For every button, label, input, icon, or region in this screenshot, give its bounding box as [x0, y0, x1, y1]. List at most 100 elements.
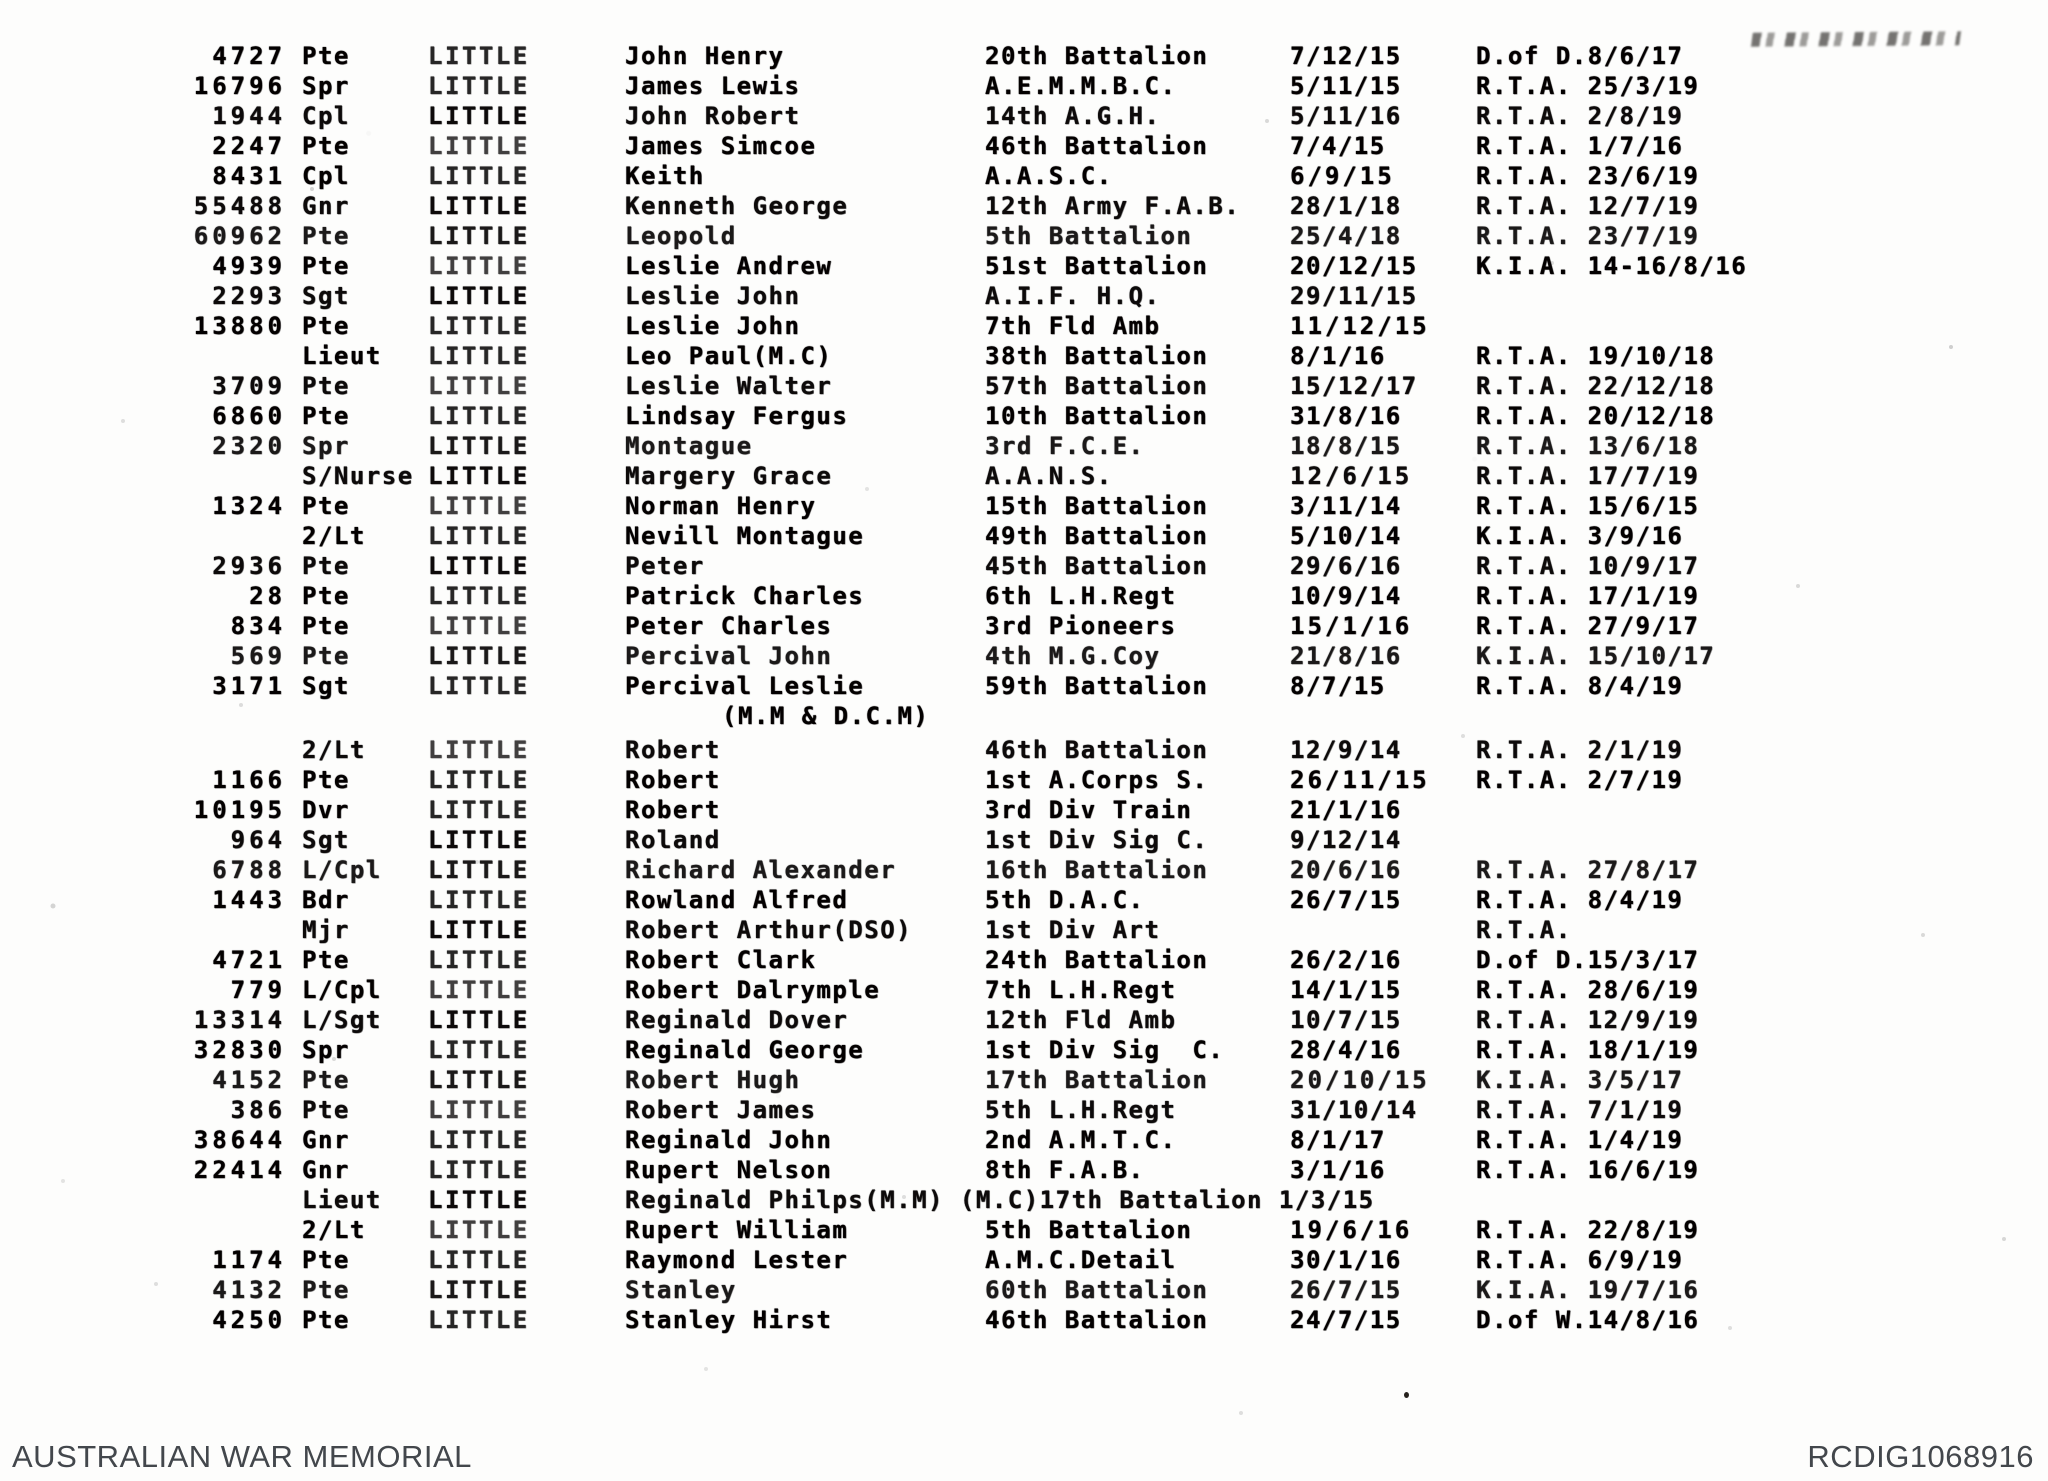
given-names-cell: Margery Grace — [625, 462, 833, 490]
enlistment-date-cell: 6/9/15 — [1290, 162, 1395, 190]
unit-cell: 3rd F.C.E. — [985, 432, 1145, 460]
service-number-cell: 4152 — [212, 1066, 286, 1094]
record-row: 2/Lt LITTLE Robert 46th Battalion 12/9/14 R.T… — [0, 736, 2048, 766]
enlistment-date-cell: 5/10/14 — [1290, 522, 1402, 550]
surname-cell: LITTLE — [428, 856, 530, 884]
rank-cell: Pte — [302, 1246, 350, 1274]
enlistment-date-cell: 14/1/15 — [1290, 976, 1402, 1004]
given-names-cell: Robert Arthur(DSO) — [625, 916, 913, 944]
rank-cell: Mjr — [302, 916, 350, 944]
enlistment-date-cell: 20/6/16 — [1290, 856, 1402, 884]
service-number-cell: 13314 — [193, 1006, 286, 1034]
record-row: 10195 Dvr LITTLE Robert 3rd Div Train 21/1/16 — [0, 796, 2048, 826]
rank-cell: Spr — [302, 432, 350, 460]
enlistment-date-cell: 10/7/15 — [1290, 1006, 1402, 1034]
surname-cell: LITTLE — [428, 282, 530, 310]
unit-cell: 1st A.Corps S. — [985, 766, 1209, 794]
record-row: 13880 Pte LITTLE Leslie John 7th Fld Amb 11/1… — [0, 312, 2048, 342]
rank-cell: Pte — [302, 946, 350, 974]
surname-cell: LITTLE — [428, 1246, 530, 1274]
service-number-cell: 3709 — [212, 372, 286, 400]
service-number-cell: 2247 — [212, 132, 286, 160]
service-number-cell: 2936 — [212, 552, 286, 580]
service-number-cell: 13880 — [193, 312, 286, 340]
fate-cell: R.T.A. 8/4/19 — [1476, 672, 1684, 700]
fate-cell: R.T.A. 28/6/19 — [1476, 976, 1700, 1004]
surname-cell: LITTLE — [428, 1066, 530, 1094]
record-row: 2247 Pte LITTLE James Simcoe 46th Battalion 7… — [0, 132, 2048, 162]
surname-cell: LITTLE — [428, 826, 530, 854]
surname-cell: LITTLE — [428, 1006, 530, 1034]
enlistment-date-cell: 11/12/15 — [1290, 312, 1430, 340]
unit-cell: 3rd Div Train — [985, 796, 1193, 824]
fate-cell: R.T.A. 2/8/19 — [1476, 102, 1684, 130]
fate-cell: R.T.A. 12/9/19 — [1476, 1006, 1700, 1034]
unit-cell: 24th Battalion — [985, 946, 1209, 974]
surname-cell: LITTLE — [428, 1216, 530, 1244]
rank-cell: Sgt — [302, 282, 350, 310]
rank-cell: Pte — [302, 1306, 350, 1334]
surname-cell: LITTLE — [428, 312, 530, 340]
service-number-cell: 4250 — [212, 1306, 286, 1334]
record-row: 2936 Pte LITTLE Peter 45th Battalion 29/6/16 R… — [0, 552, 2048, 582]
given-names-cell: Robert Hugh — [625, 1066, 801, 1094]
fate-cell: R.T.A. 2/1/19 — [1476, 736, 1684, 764]
given-names-cell: Robert — [625, 766, 721, 794]
given-names-cell: (M.M & D.C.M) — [722, 702, 930, 730]
record-row: Lieut LITTLE Reginald Philps(M.M) (M.C)17t… — [0, 1186, 2048, 1216]
surname-cell: LITTLE — [428, 252, 530, 280]
fate-cell: R.T.A. 22/8/19 — [1476, 1216, 1700, 1244]
rank-cell: L/Sgt — [302, 1006, 382, 1034]
rank-cell: L/Cpl — [302, 976, 382, 1004]
rank-cell: Pte — [302, 252, 350, 280]
rank-cell: Pte — [302, 612, 350, 640]
given-names-cell: Stanley — [625, 1276, 737, 1304]
record-row: 1174 Pte LITTLE Raymond Lester A.M.C.Detail 3… — [0, 1246, 2048, 1276]
record-row: 4132 Pte LITTLE Stanley 60th Battalion 26/7/1… — [0, 1276, 2048, 1306]
record-row: 55488 Gnr LITTLE Kenneth George 12th Army F.… — [0, 192, 2048, 222]
rank-cell: Pte — [302, 1066, 350, 1094]
surname-cell: LITTLE — [428, 582, 530, 610]
enlistment-date-cell: 7/12/15 — [1290, 42, 1402, 70]
rank-cell: Pte — [302, 492, 350, 520]
given-names-cell: Raymond Lester — [625, 1246, 849, 1274]
rank-cell: Pte — [302, 402, 350, 430]
rank-cell: Pte — [302, 582, 350, 610]
rank-cell: Cpl — [302, 102, 350, 130]
enlistment-date-cell: 25/4/18 — [1290, 222, 1402, 250]
enlistment-date-cell: 26/11/15 — [1290, 766, 1430, 794]
fate-cell: R.T.A. 27/9/17 — [1476, 612, 1700, 640]
record-row: 2293 Sgt LITTLE Leslie John A.I.F. H.Q. 29/11… — [0, 282, 2048, 312]
unit-cell: 5th L.H.Regt — [985, 1096, 1177, 1124]
fate-cell: D.of D.15/3/17 — [1476, 946, 1700, 974]
service-number-cell: 779 — [230, 976, 286, 1004]
rank-cell: Bdr — [302, 886, 350, 914]
rank-cell: Pte — [302, 642, 350, 670]
unit-cell: 46th Battalion — [985, 736, 1209, 764]
service-number-cell: 1324 — [212, 492, 286, 520]
enlistment-date-cell: 21/1/16 — [1290, 796, 1402, 824]
surname-cell: LITTLE — [428, 642, 530, 670]
fate-cell: R.T.A. 22/12/18 — [1476, 372, 1716, 400]
given-names-cell: Reginald Dover — [625, 1006, 849, 1034]
record-row: 4152 Pte LITTLE Robert Hugh 17th Battalion 20… — [0, 1066, 2048, 1096]
unit-cell: 46th Battalion — [985, 1306, 1209, 1334]
given-names-cell: Norman Henry — [625, 492, 817, 520]
enlistment-date-cell: 8/7/15 — [1290, 672, 1386, 700]
enlistment-date-cell: 28/4/16 — [1290, 1036, 1402, 1064]
unit-cell: 14th A.G.H. — [985, 102, 1161, 130]
surname-cell: LITTLE — [428, 132, 530, 160]
surname-cell: LITTLE — [428, 372, 530, 400]
record-row: 834 Pte LITTLE Peter Charles 3rd Pioneers 15/… — [0, 612, 2048, 642]
enlistment-date-cell: 15/1/16 — [1290, 612, 1413, 640]
unit-cell: 38th Battalion — [985, 342, 1209, 370]
service-number-cell: 38644 — [193, 1126, 286, 1154]
unit-cell: 10th Battalion — [985, 402, 1209, 430]
service-number-cell: 22414 — [193, 1156, 286, 1184]
fate-cell: R.T.A. 6/9/19 — [1476, 1246, 1684, 1274]
surname-cell: LITTLE — [428, 1156, 530, 1184]
stray-ink-dot — [1404, 1392, 1409, 1398]
enlistment-date-cell: 29/11/15 — [1290, 282, 1418, 310]
